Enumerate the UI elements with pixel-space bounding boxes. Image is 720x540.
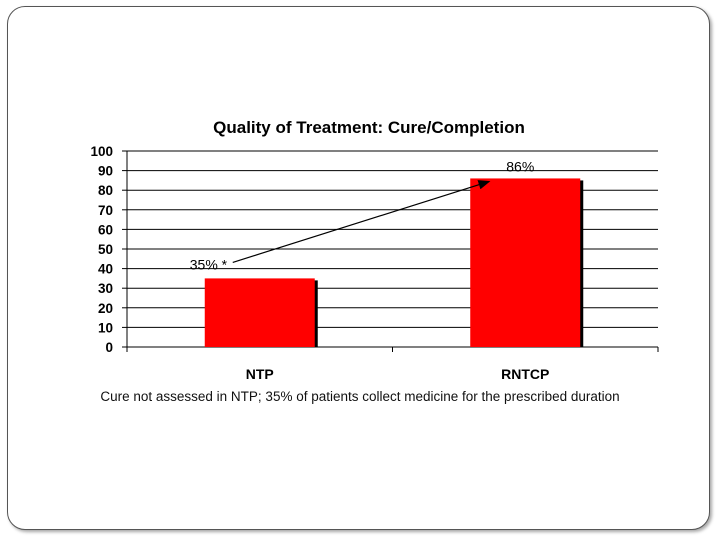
x-tick-label: NTP: [246, 366, 274, 382]
footnote: Cure not assessed in NTP; 35% of patient…: [100, 389, 620, 404]
y-tick-label: 10: [98, 320, 113, 335]
y-tick-label: 30: [98, 281, 113, 296]
bars: [204, 178, 584, 347]
y-tick-label: 20: [98, 301, 113, 316]
x-axis: NTP RNTCP: [126, 347, 659, 382]
chart-title: Quality of Treatment: Cure/Completion: [213, 118, 525, 137]
bar: [204, 278, 315, 347]
y-tick-label: 0: [105, 340, 113, 355]
y-tick-label: 80: [98, 183, 113, 198]
y-tick-label: 70: [98, 203, 113, 218]
x-tick-label: RNTCP: [501, 366, 549, 382]
bar: [470, 178, 581, 347]
y-tick-label: 100: [90, 144, 113, 159]
y-tick-label: 90: [98, 164, 113, 179]
y-tick-label: 50: [98, 242, 113, 257]
y-tick-label: 40: [98, 262, 113, 277]
slide-frame: [7, 6, 710, 530]
data-label: 35% *: [190, 256, 228, 272]
annotations: 35% * 86%: [190, 158, 535, 272]
trend-arrow: [232, 180, 491, 263]
y-tick-label: 60: [98, 222, 113, 237]
data-label: 86%: [506, 158, 534, 174]
y-axis: 0 10 20 30 40 50 60 70 80 90 100: [90, 144, 658, 355]
